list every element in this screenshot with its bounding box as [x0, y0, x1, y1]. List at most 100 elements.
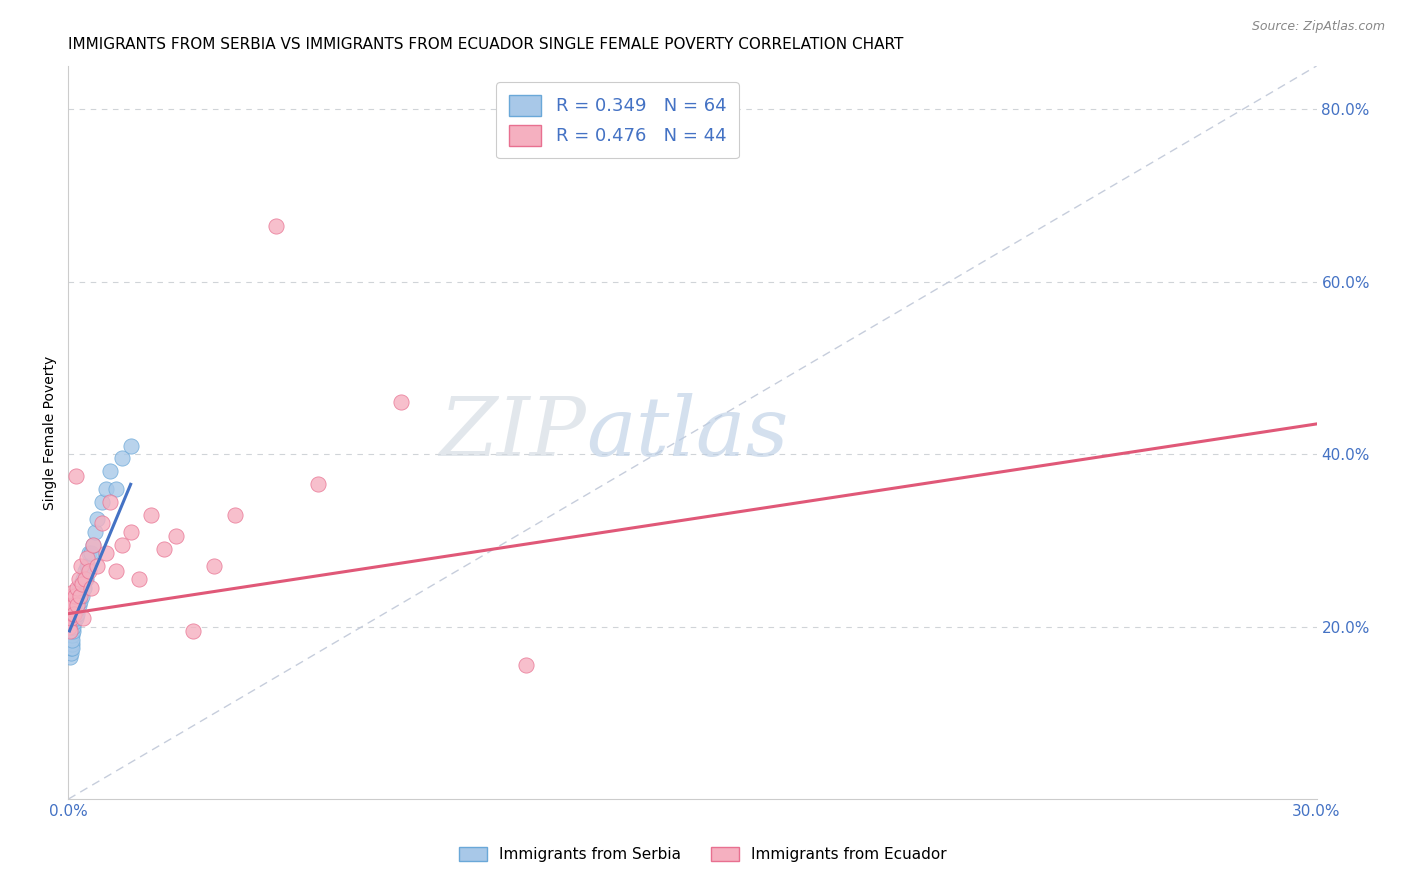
- Point: [65, 607, 87, 621]
- Point: [63, 594, 86, 608]
- Point: [120, 438, 142, 452]
- Point: [67, 598, 90, 612]
- Point: [59, 624, 82, 638]
- Point: [60, 628, 83, 642]
- Point: [65, 581, 87, 595]
- Point: [59, 649, 82, 664]
- Point: [66, 602, 89, 616]
- Point: [202, 559, 225, 574]
- Point: [73, 564, 96, 578]
- Point: [98, 494, 121, 508]
- Point: [69, 594, 91, 608]
- Point: [73, 572, 96, 586]
- Point: [266, 219, 288, 233]
- Point: [67, 572, 90, 586]
- Point: [65, 611, 87, 625]
- Point: [58, 624, 80, 638]
- Point: [72, 572, 94, 586]
- Point: [60, 602, 83, 616]
- Point: [67, 581, 90, 595]
- Point: [59, 620, 82, 634]
- Point: [77, 564, 100, 578]
- Text: Source: ZipAtlas.com: Source: ZipAtlas.com: [1251, 20, 1385, 33]
- Point: [72, 611, 94, 625]
- Point: [66, 585, 89, 599]
- Point: [60, 632, 83, 647]
- Point: [76, 559, 98, 574]
- Point: [105, 482, 128, 496]
- Point: [141, 508, 163, 522]
- Point: [59, 624, 82, 638]
- Point: [60, 611, 83, 625]
- Point: [105, 564, 128, 578]
- Point: [59, 641, 82, 656]
- Point: [60, 590, 83, 604]
- Point: [84, 524, 107, 539]
- Point: [60, 637, 83, 651]
- Point: [90, 516, 112, 530]
- Point: [62, 585, 84, 599]
- Point: [181, 624, 204, 638]
- Point: [153, 541, 176, 556]
- Point: [77, 546, 100, 560]
- Point: [59, 598, 82, 612]
- Point: [69, 576, 91, 591]
- Point: [75, 572, 97, 586]
- Point: [60, 594, 83, 608]
- Point: [515, 658, 537, 673]
- Point: [62, 607, 84, 621]
- Point: [62, 615, 84, 630]
- Point: [63, 598, 86, 612]
- Point: [65, 590, 87, 604]
- Point: [128, 572, 150, 586]
- Point: [60, 628, 83, 642]
- Point: [82, 538, 104, 552]
- Point: [63, 602, 86, 616]
- Point: [60, 607, 83, 621]
- Legend: R = 0.349   N = 64, R = 0.476   N = 44: R = 0.349 N = 64, R = 0.476 N = 44: [496, 82, 740, 159]
- Point: [86, 512, 108, 526]
- Point: [60, 624, 83, 638]
- Text: atlas: atlas: [586, 392, 789, 473]
- Point: [66, 598, 89, 612]
- Point: [111, 538, 134, 552]
- Point: [60, 641, 83, 656]
- Point: [70, 576, 93, 591]
- Point: [60, 602, 83, 616]
- Point: [80, 581, 103, 595]
- Point: [389, 395, 412, 409]
- Point: [165, 529, 187, 543]
- Legend: Immigrants from Serbia, Immigrants from Ecuador: Immigrants from Serbia, Immigrants from …: [453, 840, 953, 868]
- Point: [63, 607, 86, 621]
- Point: [60, 611, 83, 625]
- Point: [60, 615, 83, 630]
- Point: [62, 607, 84, 621]
- Point: [98, 464, 121, 478]
- Point: [60, 611, 83, 625]
- Point: [58, 632, 80, 647]
- Point: [65, 468, 87, 483]
- Point: [62, 598, 84, 612]
- Point: [120, 524, 142, 539]
- Point: [77, 559, 100, 574]
- Y-axis label: Single Female Poverty: Single Female Poverty: [44, 355, 58, 509]
- Point: [60, 641, 83, 656]
- Point: [76, 550, 98, 565]
- Text: IMMIGRANTS FROM SERBIA VS IMMIGRANTS FROM ECUADOR SINGLE FEMALE POVERTY CORRELAT: IMMIGRANTS FROM SERBIA VS IMMIGRANTS FRO…: [69, 37, 904, 53]
- Point: [59, 632, 82, 647]
- Point: [111, 451, 134, 466]
- Point: [70, 590, 93, 604]
- Point: [59, 607, 82, 621]
- Point: [65, 590, 87, 604]
- Point: [73, 581, 96, 595]
- Point: [62, 624, 84, 638]
- Point: [59, 615, 82, 630]
- Point: [307, 477, 329, 491]
- Point: [224, 508, 246, 522]
- Point: [80, 546, 103, 560]
- Point: [86, 559, 108, 574]
- Point: [63, 611, 86, 625]
- Point: [69, 559, 91, 574]
- Point: [94, 546, 117, 560]
- Point: [62, 598, 84, 612]
